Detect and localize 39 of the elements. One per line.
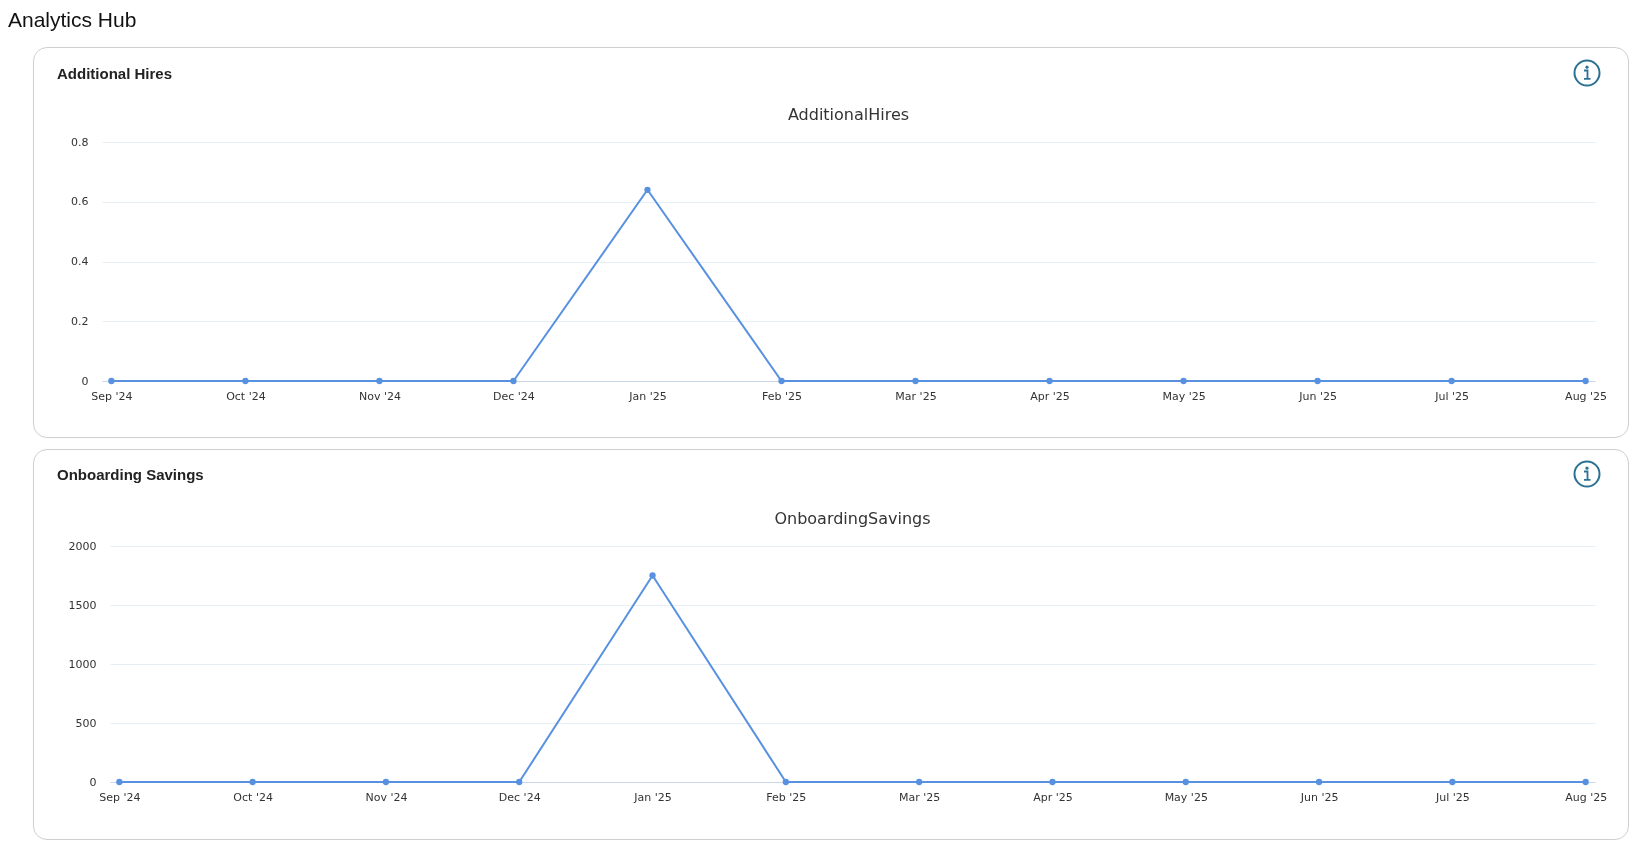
x-tick-label: Jul '25	[1434, 389, 1469, 403]
x-tick-label: Oct '24	[226, 389, 266, 403]
y-tick-label: 0	[81, 374, 89, 388]
x-tick-label: Dec '24	[493, 389, 535, 403]
x-tick-label: Nov '24	[365, 790, 408, 804]
y-tick-label: 0.4	[71, 255, 89, 268]
text: Analytics Hub	[8, 8, 137, 32]
x-tick-label: Feb '25	[761, 389, 802, 403]
y-tick-label: 2000	[68, 539, 97, 553]
x-tick-label: Sep '24	[99, 790, 141, 804]
y-tick-label: 1000	[68, 657, 97, 671]
x-tick-label: Feb '25	[766, 790, 807, 804]
x-tick-label: Jun '25	[1298, 389, 1337, 403]
x-tick-label: May '25	[1164, 790, 1208, 804]
x-tick-label: Apr '25	[1030, 389, 1070, 403]
x-tick-label: Apr '25	[1033, 790, 1073, 804]
x-tick-label: Mar '25	[899, 790, 941, 804]
x-tick-label: Jun '25	[1299, 790, 1339, 804]
x-tick-label: Nov '24	[358, 389, 401, 403]
y-tick-label: 0.6	[71, 195, 89, 209]
chart-subtitle: AdditionalHires	[787, 105, 910, 124]
y-tick-label: 1500	[68, 598, 97, 612]
x-tick-label: Jan '25	[633, 790, 672, 804]
x-tick-label: Aug '25	[1565, 790, 1608, 804]
y-tick-label: 0.8	[71, 135, 89, 149]
chart-title: Onboarding Savings	[57, 466, 204, 483]
x-tick-label: Jul '25	[1434, 790, 1470, 804]
x-tick-label: Oct '24	[233, 790, 273, 804]
x-tick-label: May '25	[1162, 389, 1206, 403]
chart-title: Additional Hires	[57, 65, 173, 82]
chart-subtitle: OnboardingSavings	[774, 509, 931, 528]
x-tick-label: Sep '24	[91, 389, 133, 403]
x-tick-label: Aug '25	[1565, 389, 1608, 403]
x-tick-label: Jan '25	[628, 389, 667, 403]
y-tick-label: 500	[75, 716, 97, 730]
y-tick-label: 0	[89, 775, 97, 789]
y-tick-label: 0.2	[71, 314, 89, 328]
x-tick-label: Dec '24	[498, 790, 541, 804]
x-tick-label: Mar '25	[895, 389, 937, 403]
